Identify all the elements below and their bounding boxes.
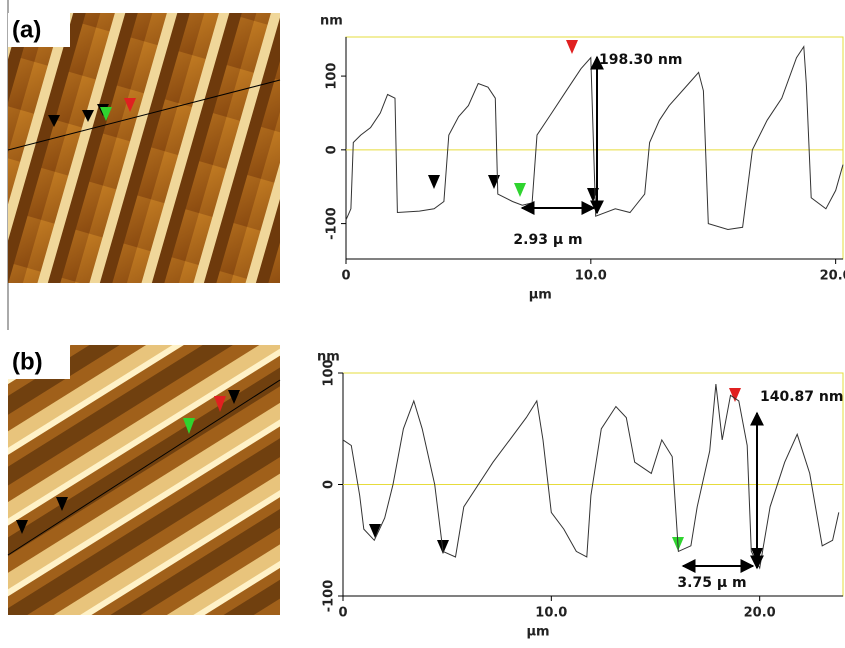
panel-label: (b) [12,348,43,375]
x-tick-label: 10.0 [575,269,607,284]
y-tick-label: 0 [322,480,337,489]
plot-frame [346,37,843,259]
y-axis-label: nm [320,14,343,29]
y-tick-label: -100 [322,580,337,613]
panel-label: (a) [12,16,41,43]
x-tick-label: 20.0 [820,269,845,284]
x-tick-label: 20.0 [744,606,776,621]
annotation: 3.75 µ m [677,575,746,591]
marker-triangles [369,40,763,562]
profile-line [343,384,839,568]
x-tick-label: 0 [338,606,347,621]
annotation: 2.93 µ m [513,232,582,248]
afm-image [8,13,280,283]
afm-image [8,345,280,615]
annotation: 140.87 nm [760,389,843,405]
x-axis-label: µm [526,625,549,640]
x-tick-label: 10.0 [535,606,567,621]
x-axis-label: µm [529,288,552,303]
figure: (a)-1000100010.020.0nmµm198.30 nm2.93 µ … [0,0,845,648]
y-tick-label: -100 [325,207,340,240]
annotation: 198.30 nm [599,52,682,68]
x-tick-label: 0 [341,269,350,284]
y-tick-label: 0 [325,145,340,154]
profile-line [346,47,843,230]
y-tick-label: 100 [325,63,340,90]
y-axis-label: nm [317,350,340,365]
